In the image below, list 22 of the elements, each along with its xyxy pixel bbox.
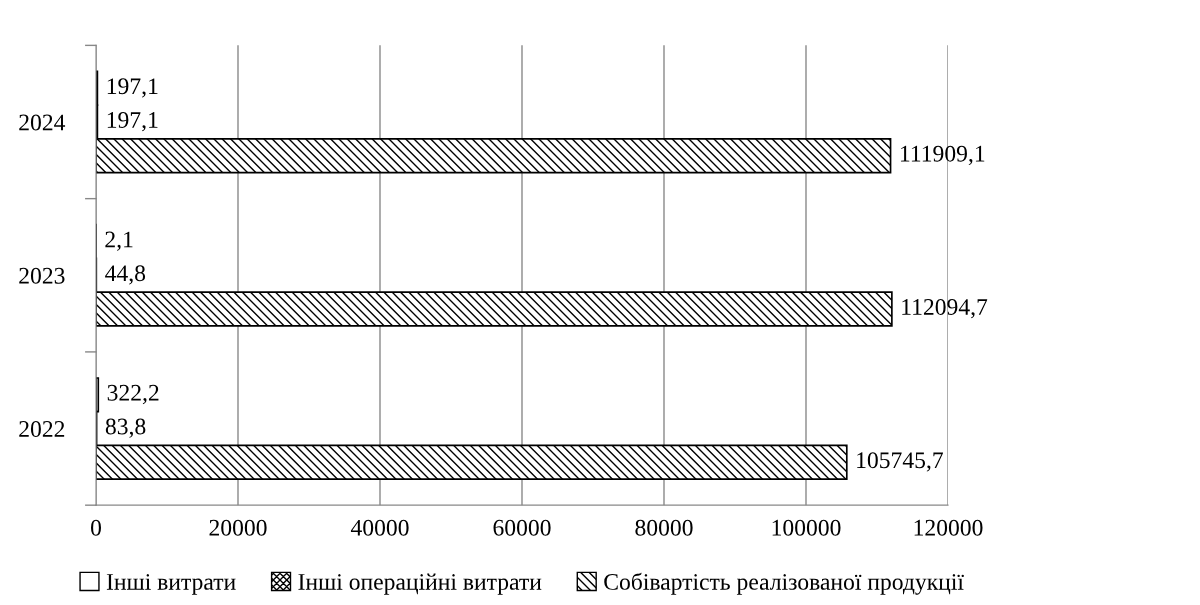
legend-label: Інші витрати <box>106 574 236 595</box>
data-label: 83,8 <box>105 418 146 438</box>
x-tick-label: 60000 <box>493 519 551 536</box>
legend-label: Інші операційні витрати <box>298 573 542 595</box>
legend-label: Собівартість реалізованої продукції <box>604 572 964 595</box>
data-label: 111909,1 <box>900 145 985 166</box>
x-tick-label: 120000 <box>914 519 983 536</box>
data-label: 197,1 <box>107 78 158 98</box>
data-label: 44,8 <box>105 265 146 285</box>
y-tick-label: 2022 <box>19 421 65 437</box>
x-tick-label: 20000 <box>209 519 267 536</box>
data-label: 197,1 <box>107 112 158 132</box>
x-tick-label: 0 <box>91 519 101 536</box>
data-label: 112094,7 <box>902 298 988 319</box>
y-tick-label: 2024 <box>19 114 66 131</box>
x-tick-label: 80000 <box>635 519 693 536</box>
data-label: 322,2 <box>107 384 159 405</box>
x-tick-label: 100000 <box>772 519 841 536</box>
x-tick-label: 40000 <box>350 519 409 536</box>
data-label: 105745,7 <box>857 452 943 472</box>
data-label: 2,1 <box>105 231 133 251</box>
y-tick-label: 2023 <box>19 267 65 284</box>
